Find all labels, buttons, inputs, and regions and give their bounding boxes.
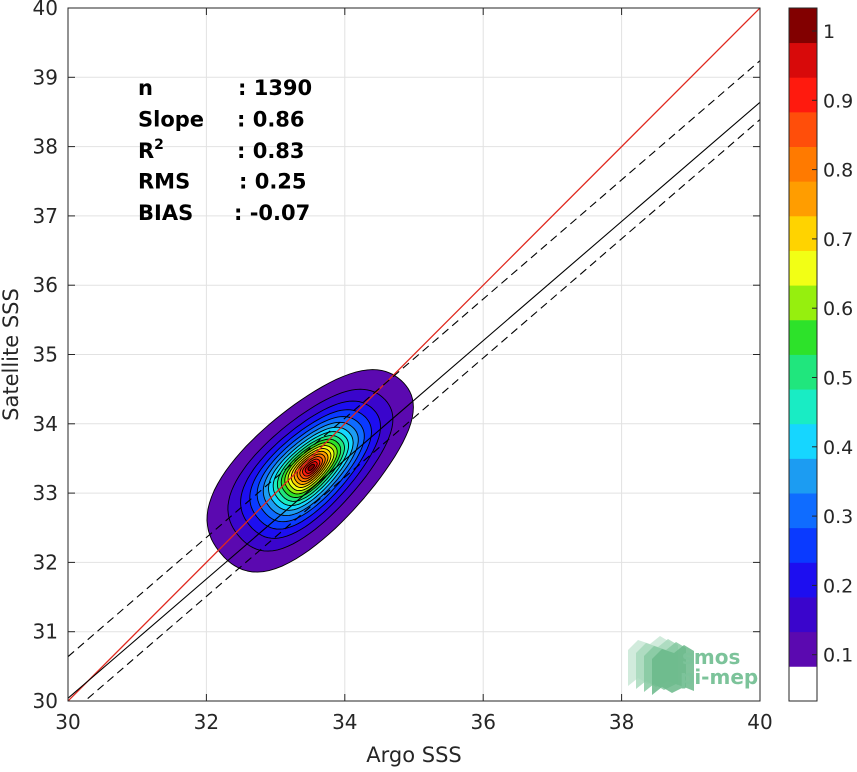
colorbar-segment <box>789 111 817 147</box>
colorbar-tick-label: 0.2 <box>823 575 853 597</box>
y-tick-label: 34 <box>33 412 58 436</box>
colorbar-segment <box>789 527 817 563</box>
regression-line <box>68 101 760 699</box>
colorbar-tick-label: 1 <box>823 21 835 43</box>
colorbar-segment <box>789 458 817 494</box>
stat-label: n <box>138 76 153 100</box>
x-tick-label: 32 <box>194 710 219 734</box>
logo-text-smos: smos <box>682 645 740 669</box>
y-axis-label: Satellite SSS <box>0 288 23 421</box>
x-tick-label: 36 <box>470 710 495 734</box>
identity-line <box>68 8 760 701</box>
colorbar-segment <box>789 215 817 251</box>
x-tick-label: 30 <box>55 710 80 734</box>
colorbar-segment <box>789 423 817 459</box>
y-tick-label: 35 <box>33 343 58 367</box>
axes: 30 32 34 36 38 40 30 31 32 33 34 35 36 37 38 39 40 Argo S… <box>0 0 773 767</box>
colorbar-segment <box>789 285 817 321</box>
colorbar-segment <box>789 631 817 667</box>
stat-label: BIAS <box>138 201 193 225</box>
x-axis-label: Argo SSS <box>366 743 461 767</box>
y-tick-label: 32 <box>33 550 58 574</box>
colorbar-segment <box>789 319 817 355</box>
x-tick-label: 40 <box>747 710 772 734</box>
stat-label: Slope <box>138 108 204 132</box>
colorbar-segment <box>789 354 817 390</box>
stat-value: : 0.25 <box>239 170 307 194</box>
colorbar-tick-label: 0.3 <box>823 506 853 528</box>
colorbar-tick-label: 0.4 <box>823 437 853 459</box>
x-tick-label: 38 <box>609 710 634 734</box>
stat-value: : 0.83 <box>237 139 305 163</box>
colorbar-segment <box>789 181 817 217</box>
colorbar: 0.1 0.2 0.3 0.4 0.5 0.6 0.7 0.8 0.9 1 <box>788 7 853 702</box>
y-tick-label: 36 <box>33 273 58 297</box>
y-tick-label: 33 <box>33 481 58 505</box>
stat-label: RMS <box>138 170 190 194</box>
stat-value: : 0.86 <box>237 108 305 132</box>
stat-label-superscript: 2 <box>154 137 164 153</box>
colorbar-tick-label: 0.5 <box>823 368 853 390</box>
reference-lines <box>68 8 760 701</box>
y-tick-label: 37 <box>33 204 58 228</box>
y-tick-label: 40 <box>33 0 58 20</box>
colorbar-tick-label: 0.7 <box>823 229 853 251</box>
colorbar-segment <box>789 77 817 113</box>
stat-value: : -0.07 <box>234 201 310 225</box>
colorbar-segment <box>789 8 817 44</box>
colorbar-segment <box>789 146 817 182</box>
colorbar-frame <box>788 7 818 702</box>
y-tick-label: 38 <box>33 135 58 159</box>
grid-lines <box>67 7 761 702</box>
colorbar-segment <box>789 389 817 425</box>
density-contours <box>206 369 414 573</box>
upper-bound-line <box>68 60 760 658</box>
stat-value: : 1390 <box>238 76 312 100</box>
density-contour-level <box>307 463 315 472</box>
colorbar-segment <box>789 562 817 598</box>
x-tick-label: 34 <box>332 710 357 734</box>
y-tick-label: 31 <box>33 620 58 644</box>
colorbar-tick-label: 0.8 <box>823 160 853 182</box>
logo-wave-shape <box>652 645 694 695</box>
logo-text-pi-mep: pi-mep <box>680 665 758 689</box>
colorbar-tick-label: 0.9 <box>823 90 853 112</box>
colorbar-segment <box>789 42 817 78</box>
colorbar-tick-label: 0.6 <box>823 298 853 320</box>
y-tick-label: 39 <box>33 65 58 89</box>
colorbar-segment <box>789 597 817 633</box>
y-tick-label: 30 <box>33 689 58 713</box>
colorbar-segment <box>789 250 817 286</box>
colorbar-segment <box>789 493 817 529</box>
lower-bound-line <box>84 119 760 701</box>
colorbar-tick-label: 0.1 <box>823 645 853 667</box>
colorbar-segment <box>789 666 817 702</box>
